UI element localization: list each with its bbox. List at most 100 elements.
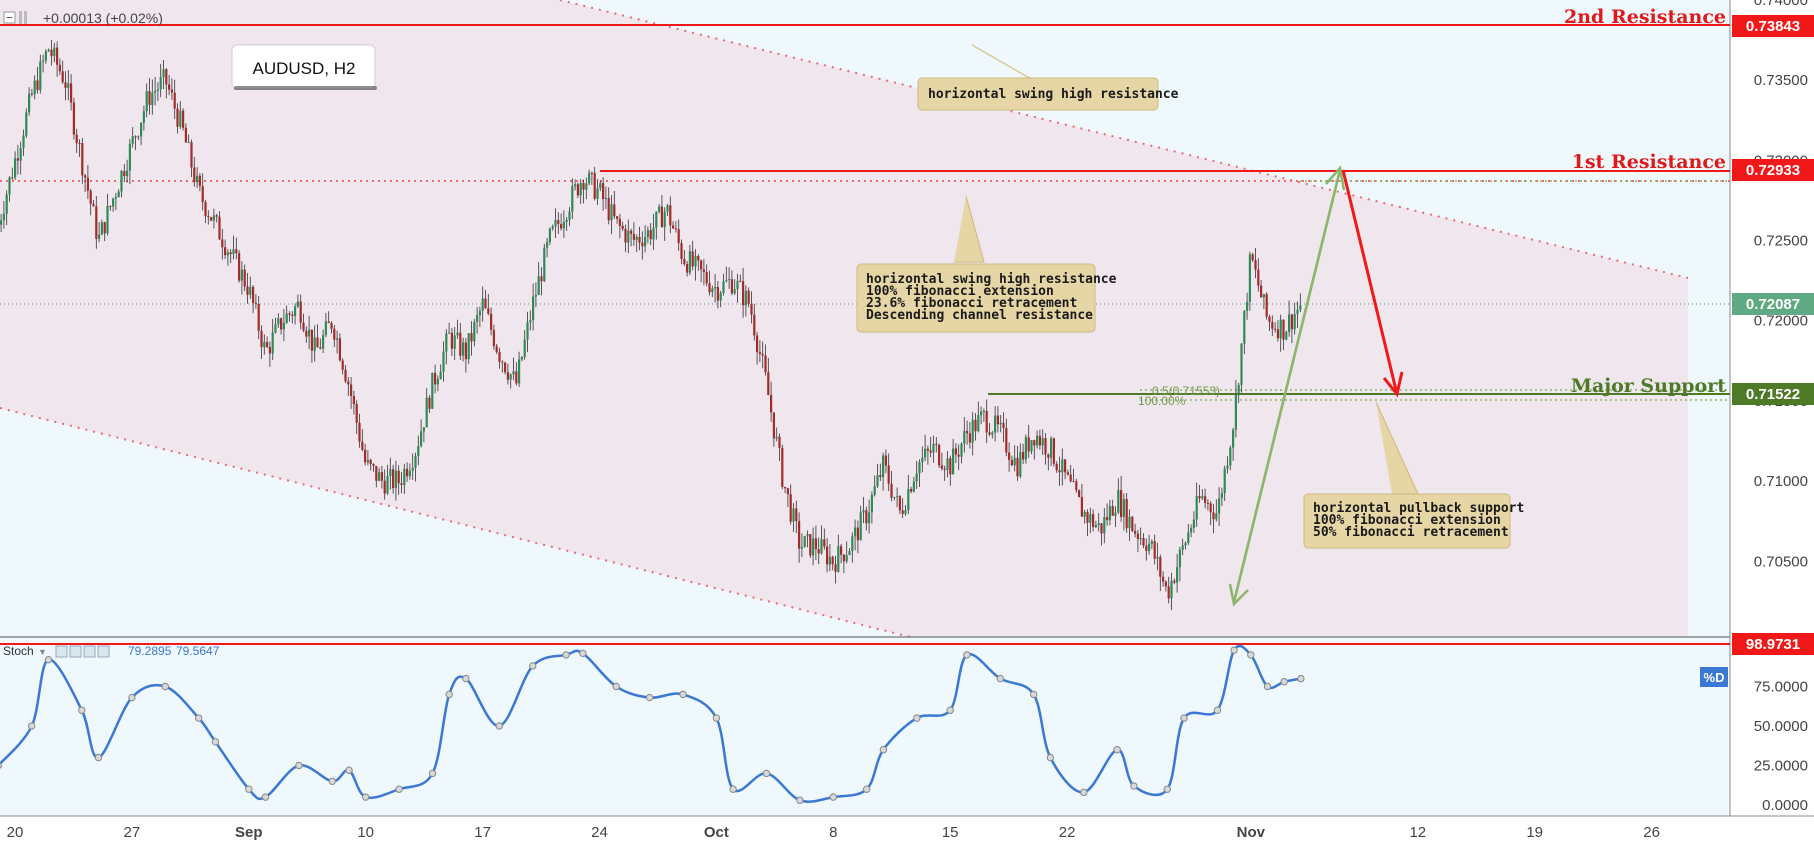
- candle-body: [470, 333, 473, 342]
- candle-body: [960, 443, 963, 457]
- candle-body: [347, 381, 350, 385]
- candle-body: [184, 127, 187, 143]
- stoch-d-badge: %D: [1700, 667, 1728, 687]
- candle-body: [285, 313, 288, 323]
- candle-body: [770, 395, 773, 413]
- candle-body: [638, 236, 641, 243]
- candle-body: [1195, 496, 1198, 520]
- candle-body: [1106, 517, 1109, 521]
- candle-body: [246, 286, 249, 295]
- candle-body: [277, 318, 280, 325]
- candle-body: [551, 226, 554, 229]
- candle-body: [1047, 454, 1050, 458]
- annotation-box-3: horizontal pullback support 100% fibonac…: [1303, 401, 1524, 549]
- candle-body: [1204, 496, 1207, 503]
- candle-body: [123, 170, 126, 177]
- stoch-settings-icon[interactable]: [69, 645, 82, 658]
- candle-body: [565, 219, 568, 223]
- candle-body: [739, 280, 742, 282]
- candle-body: [84, 175, 87, 178]
- candle-body: [408, 470, 411, 477]
- forecast-arrow-line: [1341, 169, 1398, 391]
- candle-body: [1150, 541, 1153, 544]
- candle-body: [19, 148, 22, 161]
- candle-body: [226, 252, 229, 256]
- time-tick-label: 27: [124, 824, 141, 841]
- candle-body: [81, 143, 84, 176]
- stoch-eye-icon[interactable]: [55, 645, 68, 658]
- stoch-dropdown-icon[interactable]: ▼: [38, 647, 47, 657]
- candle-body: [1271, 321, 1274, 329]
- candle-body: [397, 470, 400, 484]
- first-resistance-label: 1st Resistance: [1572, 151, 1726, 173]
- candle-body: [1131, 516, 1134, 532]
- stoch-point: [245, 785, 253, 793]
- candle-body: [798, 520, 801, 549]
- candle-body: [1234, 394, 1237, 430]
- stoch-close-icon[interactable]: [83, 645, 96, 658]
- candle-body: [151, 92, 154, 105]
- stoch-more-icon[interactable]: [97, 645, 110, 658]
- candle-body: [842, 554, 845, 562]
- svg-text:0.73843: 0.73843: [1746, 18, 1800, 35]
- time-tick-label: 26: [1643, 824, 1660, 841]
- candle-body: [355, 403, 358, 423]
- candle-body: [1134, 531, 1137, 534]
- candle-body: [949, 458, 952, 475]
- stoch-point: [0, 762, 2, 769]
- candle-body: [593, 172, 596, 199]
- candle-body: [700, 260, 703, 270]
- candle-body: [621, 225, 624, 229]
- time-tick-label: 12: [1409, 824, 1426, 841]
- candle-body: [540, 276, 543, 282]
- stoch-axis-ticks: 75.0000 50.0000 25.0000 0.0000: [1754, 679, 1808, 815]
- candle-body: [495, 346, 498, 352]
- stoch-k-value: 79.2895: [128, 644, 172, 658]
- stoch-point: [946, 706, 954, 714]
- candle-body: [716, 287, 719, 301]
- svg-text:%D: %D: [1704, 670, 1725, 685]
- candle-body: [652, 227, 655, 240]
- candle-body: [168, 84, 171, 90]
- candle-body: [607, 197, 610, 221]
- candle-body: [635, 236, 638, 240]
- candle-body: [53, 47, 56, 57]
- candle-body: [11, 177, 14, 179]
- candle-body: [756, 335, 759, 353]
- candle-body: [1008, 452, 1011, 460]
- candle-body: [162, 69, 165, 78]
- annotation-box-2-line-4: Descending channel resistance: [866, 308, 1093, 323]
- candle-body: [1170, 580, 1173, 599]
- candle-body: [257, 304, 260, 331]
- candle-body: [333, 328, 336, 340]
- candle-body: [775, 436, 778, 439]
- stoch-point: [1247, 651, 1255, 659]
- candle-body: [1061, 459, 1064, 473]
- candle-body: [1010, 459, 1013, 466]
- candle-body: [86, 177, 89, 191]
- candle-body: [196, 175, 199, 183]
- stoch-point: [562, 651, 570, 659]
- fib-extension-label: 100.00%: [1138, 394, 1186, 408]
- candle-body: [974, 419, 977, 432]
- candle-body: [148, 91, 151, 105]
- candle-body: [1013, 457, 1016, 466]
- candle-body: [322, 335, 325, 349]
- stoch-point: [495, 722, 503, 730]
- stoch-point: [395, 785, 403, 793]
- candle-body: [221, 239, 224, 248]
- candle-body: [884, 455, 887, 466]
- candle-body: [705, 271, 708, 284]
- stoch-point: [1030, 690, 1038, 699]
- candle-body: [72, 102, 75, 135]
- candle-body: [1122, 499, 1125, 517]
- candle-body: [1089, 514, 1092, 523]
- symbol-label-box[interactable]: AUDUSD, H2: [231, 44, 377, 90]
- candle-body: [1226, 465, 1229, 469]
- stoch-name: Stoch: [3, 644, 34, 658]
- candle-body: [630, 230, 633, 234]
- candle-body: [677, 229, 680, 244]
- candle-body: [837, 546, 840, 572]
- candle-body: [554, 219, 557, 227]
